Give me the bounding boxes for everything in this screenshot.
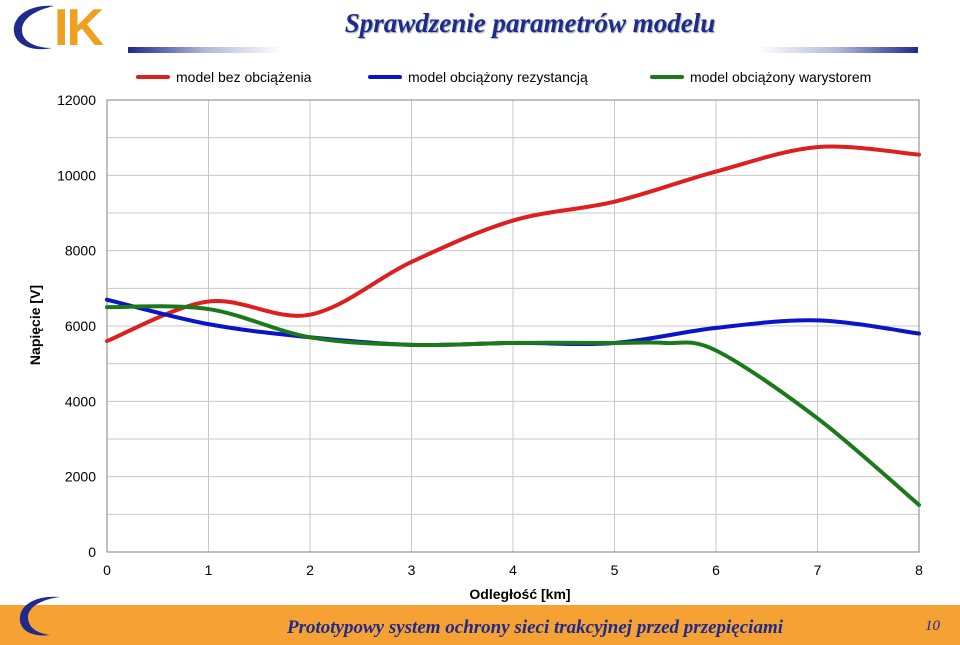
ik-logo: IK (8, 0, 158, 57)
x-tick-label: 5 (611, 562, 619, 578)
legend-item-series-2: model obciążony rezystancją (368, 68, 588, 86)
series-line-3 (105, 304, 921, 507)
legend-swatch-blue (368, 75, 402, 79)
x-tick-label: 0 (103, 562, 111, 578)
logo-swoosh-icon (13, 5, 54, 50)
chart-legend: model bez obciążenia model obciążony rez… (0, 68, 960, 86)
page-number: 10 (925, 618, 940, 634)
header-bar-right (758, 47, 918, 53)
y-tick-label: 2000 (65, 469, 96, 485)
footer-bar: Prototypowy system ochrony sieci trakcyj… (0, 596, 960, 645)
y-tick-label: 0 (88, 544, 96, 560)
logo-text: IK (54, 0, 104, 57)
page-title: Sprawdzenie parametrów modelu (344, 8, 716, 38)
footer-swoosh-icon (19, 596, 60, 636)
y-tick-label: 8000 (65, 243, 96, 259)
x-tick-label: 7 (814, 562, 822, 578)
legend-label: model obciążony rezystancją (408, 69, 588, 85)
x-tick-label: 8 (915, 562, 923, 578)
x-tick-label: 4 (509, 562, 517, 578)
plot-area-frame (106, 99, 920, 553)
header-bar-left (128, 47, 282, 53)
x-tick-label: 1 (205, 562, 213, 578)
legend-item-series-1: model bez obciążenia (136, 68, 311, 86)
x-tick-label: 3 (408, 562, 416, 578)
y-axis-label: Napięcie [V] (27, 285, 43, 365)
legend-label: model obciążony warystorem (690, 69, 872, 85)
x-tick-label: 6 (712, 562, 720, 578)
legend-swatch-green (650, 75, 684, 79)
y-tick-label: 10000 (57, 167, 96, 183)
x-axis-label: Odległość [km] (469, 586, 570, 602)
legend-label: model bez obciążenia (176, 69, 312, 85)
legend-swatch-red (136, 75, 170, 79)
legend-item-series-3: model obciążony warystorem (650, 68, 871, 86)
y-tick-label: 12000 (57, 92, 96, 108)
x-tick-label: 2 (306, 562, 314, 578)
y-tick-label: 6000 (65, 318, 96, 334)
footer-title: Prototypowy system ochrony sieci trakcyj… (286, 617, 784, 638)
y-tick-label: 4000 (65, 393, 96, 409)
series-line-1 (105, 144, 921, 344)
